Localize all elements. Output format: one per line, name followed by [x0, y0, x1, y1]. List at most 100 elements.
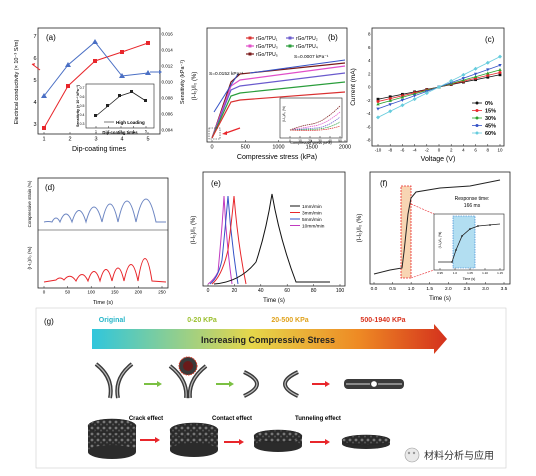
panel-a-inset-xtick: 3	[120, 130, 122, 134]
panel-a-inset-ytick: 0.7	[80, 86, 85, 90]
panel-c-ytick: -4	[366, 111, 370, 116]
panel-e-curve-5mm	[209, 195, 239, 285]
panel-e-legend-label: 10mm/min	[302, 224, 325, 230]
panel-b-legend-label: rGo/TPU₅	[256, 52, 278, 58]
panel-c-ytick: 2	[368, 71, 371, 76]
panel-b-curve-2	[211, 72, 346, 139]
panel-c-xtick: -2	[425, 148, 429, 153]
panel-e-legend-label: 3mm/min	[302, 211, 322, 217]
panel-c-xtick: -8	[388, 148, 392, 153]
panel-f-xtick: 0.5	[389, 286, 396, 292]
panel-c-iv-lines	[376, 54, 502, 120]
panel-b-xtick: 2000	[339, 145, 351, 151]
panel-g-stage-20-500: 20-500 KPa	[271, 317, 308, 324]
panel-g-label: (g)	[44, 317, 54, 326]
panel-a-ytick-right: 0.014	[162, 48, 174, 53]
panel-e-legend-label: 1mm/min	[302, 204, 322, 210]
panel-a: (a) 7 6 5 4 3 0.016 0.014 0.012 0.010 0.008 0.006…	[14, 27, 186, 153]
panel-c: (c) -10 -8 -6 -4 -2 0 2 4 6 8 10 8 6 4 2 0 -2 -4 -6 -8 Vol…	[350, 27, 505, 163]
panel-c-legend-label: 30%	[485, 116, 496, 122]
panel-g-effect-crack: Crack effect	[129, 416, 163, 422]
panel-a-inset-xticks: 1 2 3 4 5	[95, 126, 147, 134]
panel-b-xlabel: Compressive stress (kPa)	[237, 154, 317, 161]
panel-c-x-ticks: -10 -8 -6 -4 -2 0 2 4 6 8 10	[375, 144, 503, 153]
panel-a-xlabel: Dip-coating times	[72, 146, 127, 153]
panel-d-x-ticks: 0 50 100 150 200 250	[43, 286, 166, 295]
panel-g-schematic-20-500	[243, 370, 299, 398]
panel-b-zoom-arrow	[225, 127, 241, 134]
panel-a-ytick-right: 0.012	[162, 64, 174, 69]
panel-f-inset-xlabel: Time (s)	[463, 277, 476, 281]
panel-a-inset-ytick: 0.5	[80, 104, 85, 108]
panel-d-xtick: 0	[43, 290, 46, 295]
panel-a-inset: High Loading Dip-coating times Sensitivi…	[76, 83, 155, 135]
panel-c-legend-label: 0%	[485, 101, 493, 107]
panel-e-legend-label: 5mm/min	[302, 217, 322, 223]
panel-c-ylabel: Current (mA)	[350, 68, 357, 106]
panel-b-legend-label: rGo/TPU₁	[256, 36, 278, 42]
panel-a-ytick-right: 0.008	[162, 96, 174, 101]
panel-a-x-ticks: 1 2 3 4 5	[42, 132, 150, 143]
panel-d-xlabel: Time (s)	[93, 300, 113, 306]
panel-f-inset-xtick: 1.15	[497, 271, 503, 275]
panel-f-inset-xtick: 1.05	[467, 271, 473, 275]
panel-a-inset-legend: High Loading	[116, 120, 145, 125]
panel-f-xtick: 3.5	[501, 286, 508, 292]
panel-b-inset-xlabel: Compressive stress (kPa)	[290, 141, 331, 145]
panel-c-ytick: -6	[366, 124, 370, 129]
panel-c-legend-label: 60%	[485, 131, 496, 137]
panel-b-inset-xticks: 0 10 20 30 40 50	[289, 136, 342, 143]
panel-d-strain-curve	[43, 198, 166, 224]
panel-e-xtick: 0	[207, 288, 210, 294]
panel-b-legend-label: rGo/TPU₄	[296, 44, 318, 50]
panel-f-inset-xtick: 1.10	[482, 271, 488, 275]
panel-b-ann-high: S=0.0007 kPa⁻¹	[294, 54, 329, 60]
panel-g-foam-0-20	[169, 422, 219, 457]
panel-f-inset-xticks: 0.95 1.0 1.05 1.10 1.15	[437, 268, 503, 275]
panel-a-label: (a)	[46, 33, 56, 42]
panel-b-inset-xtick: 40	[328, 139, 332, 143]
panel-g-foam-original	[87, 418, 137, 459]
panel-f: (f) Response time: 166 ms 0.95 1.0 1.05 1.1…	[357, 171, 511, 302]
panel-f-xtick: 1.0	[408, 286, 415, 292]
panel-f-ylabel: (I-I₀)/I₀ (%)	[357, 214, 363, 243]
panel-c-xtick: 6	[474, 148, 477, 153]
panel-a-inset-xtick: 5	[145, 130, 147, 134]
panel-b-legend-label: rGo/TPU₃	[256, 44, 278, 50]
panel-a-inset-ytick: 0.6	[80, 95, 85, 99]
panel-e-frame	[202, 171, 346, 287]
panel-b-legend-label: rGo/TPU₂	[296, 36, 318, 42]
panel-d-response-curve	[43, 258, 167, 283]
panel-d-ylabel-bottom: (I-I₀)/I₀ (%)	[27, 246, 33, 269]
panel-b-fit-low	[213, 73, 239, 113]
panel-d-xtick: 200	[135, 290, 143, 295]
panel-f-frame	[369, 171, 511, 285]
panel-b-xtick: 0	[210, 145, 213, 151]
panel-f-inset-xtick: 0.95	[437, 271, 443, 275]
panel-b-inset-xtick: 20	[308, 139, 312, 143]
panel-f-label: (f)	[380, 179, 388, 188]
panel-c-ytick: 4	[368, 58, 371, 63]
panel-a-ylabel-right: Sensitivity (kPa⁻¹)	[180, 60, 186, 104]
panel-g-foam-500-1940	[341, 434, 391, 449]
panel-b-curve-1	[211, 91, 346, 139]
panel-b-inset-xtick: 0	[289, 139, 291, 143]
panel-f-response-label: Response time:	[455, 196, 490, 202]
panel-e-xtick: 60	[284, 288, 290, 294]
watermark: 材料分析与应用	[404, 447, 494, 463]
panel-c-xtick: 2	[450, 148, 453, 153]
panel-d-frame	[37, 177, 169, 289]
panel-e-curve-10mm	[207, 195, 233, 285]
panel-b-zoom-box	[208, 127, 221, 140]
panel-e-ylabel: (I-I₀)/I₀ (%)	[191, 216, 197, 245]
panel-b-ann-low: S=0.0152 kPa⁻¹	[209, 71, 244, 77]
panel-d: (d) Compressive strain (%) (I-I₀)/I₀ (%)…	[27, 177, 169, 306]
panel-c-legend-label: 15%	[485, 109, 496, 115]
panel-a-inset-xlabel: Dip-coating times	[102, 130, 138, 135]
panel-d-xtick: 250	[158, 290, 166, 295]
panel-c-legend: 0% 15%30% 45%60%	[472, 101, 496, 137]
panel-f-xtick: 3.0	[482, 286, 489, 292]
panel-e-xtick: 40	[258, 288, 264, 294]
panel-a-inset-xtick: 2	[108, 130, 110, 134]
panel-b-inset-xtick: 10	[298, 139, 302, 143]
